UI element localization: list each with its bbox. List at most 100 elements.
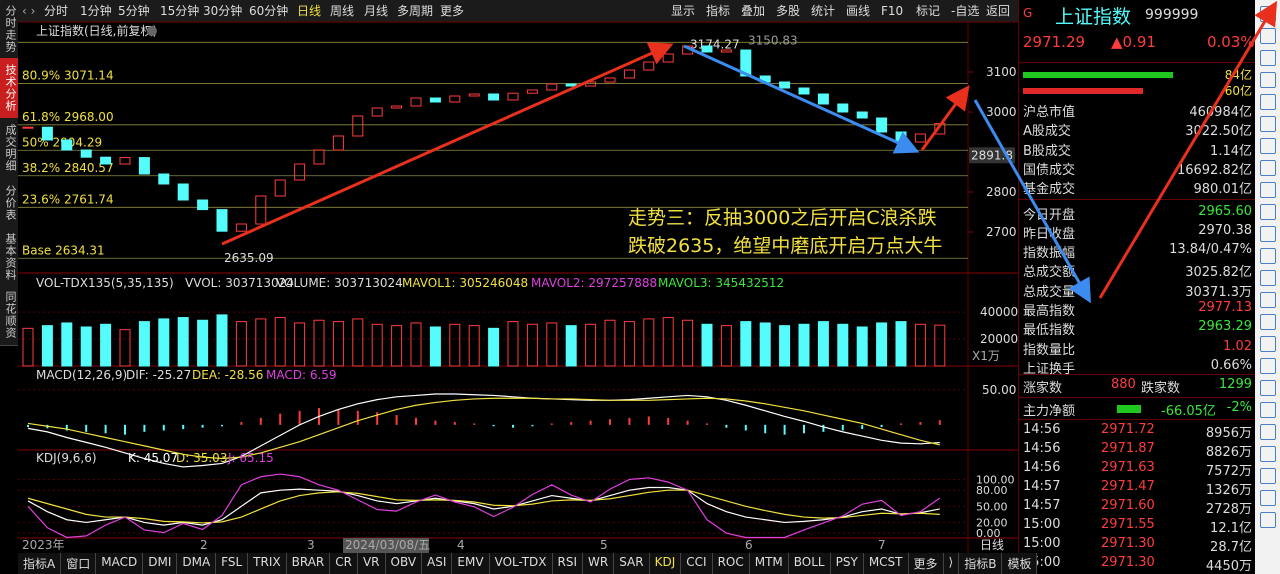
indicator-tab[interactable]: 模板	[1002, 553, 1038, 574]
tool-icon[interactable]	[1260, 446, 1276, 462]
indicator-tab[interactable]: EMV	[452, 553, 490, 574]
indicator-tab[interactable]: VOL-TDX	[489, 553, 553, 574]
tool-icon[interactable]	[1260, 336, 1276, 352]
tool-icon[interactable]	[1260, 512, 1276, 528]
y-tick-label: 80.00	[976, 484, 1008, 497]
indicator-tab[interactable]: SAR	[614, 553, 650, 574]
tool-button[interactable]: F10	[881, 4, 903, 18]
tool-icon[interactable]	[1260, 424, 1276, 440]
tool-icon[interactable]	[1260, 226, 1276, 242]
tool-icon[interactable]	[1260, 314, 1276, 330]
indicator-tab[interactable]: RSI	[552, 553, 584, 574]
side-tab[interactable]: 同花顺资	[0, 285, 18, 346]
period-tab[interactable]: 周线	[330, 4, 354, 18]
y-tick-label: 100.00	[976, 473, 1015, 486]
indicator-tab[interactable]: CCI	[681, 553, 713, 574]
volume-bar	[934, 324, 946, 367]
period-tab[interactable]: 30分钟	[203, 3, 242, 18]
indicator-tab[interactable]: MACD	[96, 553, 144, 574]
tool-icon[interactable]	[1260, 182, 1276, 198]
tool-icon[interactable]	[1260, 160, 1276, 176]
period-tab[interactable]: 60分钟	[249, 3, 288, 18]
tool-button[interactable]: 显示	[671, 4, 695, 18]
period-tab[interactable]: 月线	[364, 4, 388, 18]
side-tab[interactable]: 成交明细	[0, 118, 18, 179]
trade-volume: 8826万	[1205, 445, 1252, 460]
indicator-tab[interactable]: DMA	[177, 553, 217, 574]
indicator-tab[interactable]: ROC	[712, 553, 750, 574]
period-tab[interactable]: 更多	[440, 4, 464, 18]
tool-icon[interactable]	[1260, 402, 1276, 418]
close-icon[interactable]	[147, 26, 157, 36]
tool-button[interactable]: 统计	[811, 4, 835, 18]
period-tab[interactable]: 日线	[297, 4, 321, 18]
tool-button[interactable]: 多股	[776, 4, 800, 18]
volume-bar	[682, 319, 694, 367]
candle	[817, 93, 829, 105]
indicator-tab[interactable]: FSL	[216, 553, 249, 574]
unit-label: X1万	[972, 349, 1000, 363]
candle	[507, 92, 519, 101]
volume-bar	[565, 325, 577, 367]
period-tab[interactable]: 15分钟	[160, 3, 199, 18]
side-tab[interactable]: 技术分析	[0, 58, 18, 119]
candle	[332, 135, 344, 151]
indicator-tab[interactable]: MTM	[749, 553, 789, 574]
indicator-tab[interactable]: 指标A	[18, 553, 62, 574]
tool-icon[interactable]	[1260, 28, 1276, 44]
tool-icon[interactable]	[1260, 248, 1276, 264]
indicator-tab[interactable]: KDJ	[649, 553, 682, 574]
period-tab[interactable]: 5分钟	[118, 3, 150, 18]
tool-icon[interactable]	[1260, 94, 1276, 110]
indicator-tab[interactable]: DMI	[143, 553, 178, 574]
indicator-tab[interactable]: ASI	[422, 553, 453, 574]
tool-icon[interactable]	[1260, 50, 1276, 66]
tool-icon[interactable]	[1260, 490, 1276, 506]
side-tab[interactable]: 分时走势	[0, 0, 18, 59]
indicator-tab[interactable]: 窗口	[61, 553, 97, 574]
candle	[197, 199, 209, 211]
indicator-tab[interactable]: 更多	[908, 553, 944, 574]
indicator-tab[interactable]: TRIX	[248, 553, 287, 574]
tool-button[interactable]: -自选	[951, 4, 979, 18]
tool-icon[interactable]	[1260, 380, 1276, 396]
tool-icon[interactable]	[1260, 6, 1276, 22]
period-tab[interactable]: 分时	[44, 4, 68, 18]
tool-button[interactable]: 叠加	[741, 4, 765, 18]
indicator-tab[interactable]: MCST	[863, 553, 909, 574]
indicator-tab[interactable]: BRAR	[286, 553, 331, 574]
indicator-tab[interactable]: PSY	[830, 553, 864, 574]
fib-value: 2761.74	[64, 192, 114, 206]
candle	[22, 126, 34, 129]
indicator-tab[interactable]: 指标B	[959, 553, 1003, 574]
nav-icon[interactable]: ‹ ›	[22, 4, 35, 18]
indicator-tab[interactable]: VR	[357, 553, 386, 574]
volume-bar	[740, 321, 752, 367]
tool-icon[interactable]	[1260, 72, 1276, 88]
tool-icon[interactable]	[1260, 270, 1276, 286]
tool-icon[interactable]	[1260, 292, 1276, 308]
tool-button[interactable]: 标记	[916, 4, 940, 18]
candle	[255, 195, 267, 225]
trade-volume: 8956万	[1205, 426, 1252, 441]
side-tab[interactable]: 分价表	[0, 178, 18, 229]
tool-icon[interactable]	[1260, 468, 1276, 484]
period-tab[interactable]: 1分钟	[80, 3, 112, 18]
indicator-tab[interactable]: OBV	[385, 553, 423, 574]
trade-time: 14:56	[1023, 441, 1061, 456]
tool-button[interactable]: 返回	[986, 4, 1010, 18]
date-label: 2024/03/08/五	[345, 538, 430, 552]
tool-icon[interactable]	[1260, 138, 1276, 154]
period-tab[interactable]: 多周期	[397, 4, 433, 18]
tool-icon[interactable]	[1260, 116, 1276, 132]
side-tab[interactable]: 基本资料	[0, 228, 18, 286]
tool-icon[interactable]	[1260, 358, 1276, 374]
indicator-tab[interactable]: WR	[583, 553, 615, 574]
tool-button[interactable]: 指标	[706, 3, 730, 18]
indicator-tab[interactable]: BOLL	[788, 553, 831, 574]
tool-icon[interactable]	[1260, 204, 1276, 220]
stat-value: 30371.3万	[1185, 284, 1252, 300]
indicator-tab[interactable]: ⟩	[943, 553, 960, 574]
indicator-tab[interactable]: CR	[330, 553, 358, 574]
tool-button[interactable]: 画线	[846, 4, 870, 18]
